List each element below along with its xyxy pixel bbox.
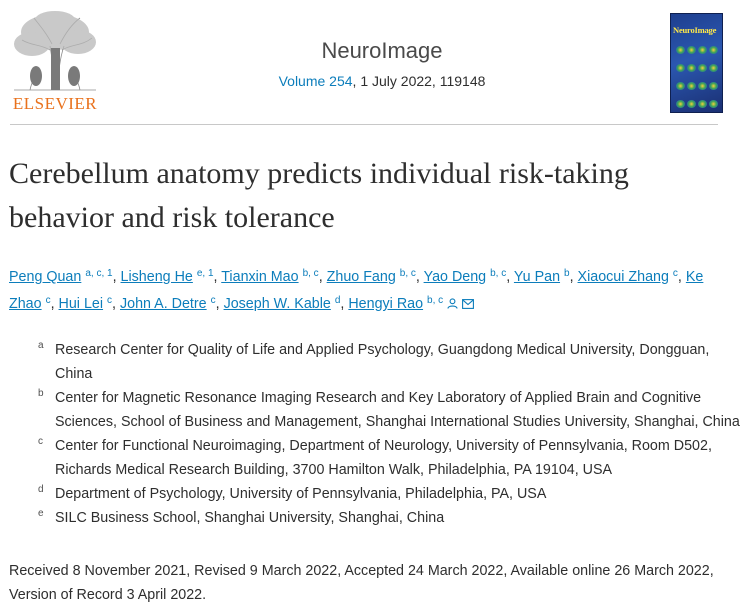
author-link[interactable]: Yu Pan [513,269,561,285]
affiliation-list: a Research Center for Quality of Life an… [38,338,748,530]
author-link[interactable]: John A. Detre [119,296,207,312]
publication-dates: Received 8 November 2021, Revised 9 Marc… [9,563,714,603]
author-affil-sup: b [564,268,570,279]
author-affil-sup: c [210,295,216,306]
citation-details: , 1 July 2022, 119148 [352,73,486,89]
author-affil-sup: b, c [427,295,444,306]
journal-cover-thumbnail[interactable]: NeuroImage [670,13,723,113]
volume-link[interactable]: Volume 254 [278,73,353,89]
affiliation-item: b Center for Magnetic Resonance Imaging … [38,386,748,434]
affiliation-text: Department of Psychology, University of … [55,486,547,502]
cover-brain-grid [675,42,719,112]
elsevier-wordmark: ELSEVIER [12,94,98,113]
affiliation-letter: d [38,484,44,495]
affiliation-text: Research Center for Quality of Life and … [55,342,710,382]
cover-title: NeuroImage [673,25,717,35]
author-affil-sup: b, c [490,268,507,279]
author-link[interactable]: Zhuo Fang [326,269,396,285]
author-affil-sup: b, c [302,268,319,279]
author-affil-sup: c [45,295,51,306]
author-link[interactable]: Joseph W. Kable [223,296,331,312]
author-link[interactable]: Xiaocui Zhang [577,269,669,285]
person-icon[interactable] [447,293,458,317]
article-header: ELSEVIER NeuroImage Volume 254, 1 July 2… [0,0,754,126]
affiliation-letter: e [38,508,44,519]
affiliation-text: Center for Functional Neuroimaging, Depa… [55,438,712,478]
author-link[interactable]: Hengyi Rao [348,296,424,312]
affiliation-letter: c [38,436,43,447]
affiliation-text: Center for Magnetic Resonance Imaging Re… [55,390,740,430]
affiliation-item: d Department of Psychology, University o… [38,482,748,506]
author-link[interactable]: Tianxin Mao [221,269,299,285]
affiliation-item: c Center for Functional Neuroimaging, De… [38,434,748,482]
affiliation-item: a Research Center for Quality of Life an… [38,338,748,386]
elsevier-tree-icon [14,11,96,91]
citation-line: Volume 254, 1 July 2022, 119148 [120,73,644,89]
author-affil-sup: c [107,295,113,306]
affiliation-letter: b [38,388,44,399]
author-link[interactable]: Ke Zhao [9,269,704,312]
elsevier-logo[interactable]: ELSEVIER [10,10,100,114]
affiliation-letter: a [38,340,44,351]
journal-title[interactable]: NeuroImage [321,38,443,63]
author-link[interactable]: Lisheng He [120,269,193,285]
author-affil-sup: b, c [399,268,416,279]
author-link[interactable]: Yao Deng [423,269,487,285]
author-affil-sup: a, c, 1 [85,268,113,279]
journal-block: NeuroImage Volume 254, 1 July 2022, 1191… [120,38,644,89]
affiliation-text: SILC Business School, Shanghai Universit… [55,510,445,526]
author-list: Peng Quan a, c, 1, Lisheng He e, 1, Tian… [9,262,729,317]
author-affil-sup: c [672,268,678,279]
header-divider [10,124,718,125]
article-title: Cerebellum anatomy predicts individual r… [9,157,629,234]
affiliation-item: e SILC Business School, Shanghai Univers… [38,506,748,530]
envelope-icon[interactable] [462,293,475,317]
author-affil-sup: d [334,295,341,306]
author-link[interactable]: Hui Lei [58,296,104,312]
author-link[interactable]: Peng Quan [9,269,82,285]
author-affil-sup: e, 1 [196,268,214,279]
